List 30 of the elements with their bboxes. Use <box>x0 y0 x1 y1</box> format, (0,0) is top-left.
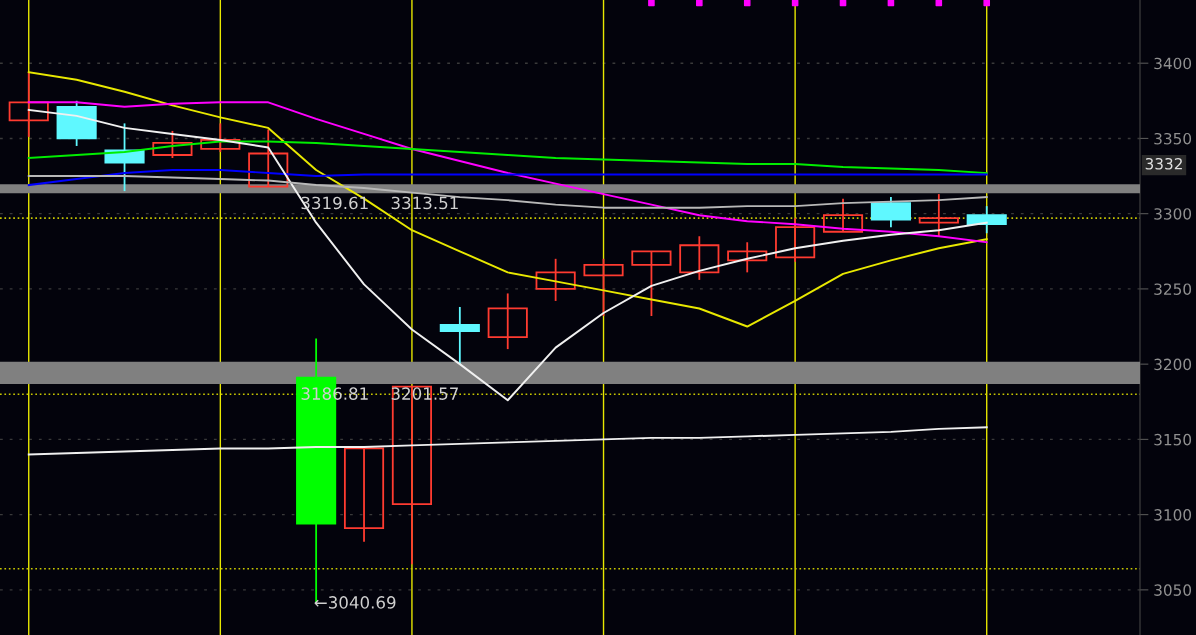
candlestick <box>439 306 480 366</box>
y-tick-label: 3050 <box>1154 584 1192 596</box>
line-series <box>27 108 988 402</box>
line-series <box>27 101 988 244</box>
candlestick <box>775 217 816 263</box>
y-tick-label: 3150 <box>1154 433 1192 446</box>
candlestick <box>343 447 385 543</box>
candlestick <box>727 241 768 274</box>
y-tick-label: 3250 <box>1154 283 1192 295</box>
y-tick-label: 3200 <box>1154 358 1192 371</box>
candlestick <box>679 235 720 281</box>
candlestick <box>248 128 289 188</box>
candlestick <box>152 130 193 159</box>
candlestick <box>822 197 864 233</box>
line-series <box>27 175 988 209</box>
candlestick <box>918 193 959 238</box>
candlestick <box>583 257 624 317</box>
text: 3332 <box>1145 157 1182 170</box>
line-series <box>27 169 988 187</box>
y-tick-label: 3350 <box>1154 132 1192 145</box>
y-tick-label: 3300 <box>1154 208 1192 220</box>
line-series <box>27 426 988 456</box>
y-tick-label: 3400 <box>1154 57 1192 70</box>
candlestick <box>631 250 672 317</box>
candlestick <box>200 122 241 153</box>
candlestick <box>487 292 528 351</box>
y-tick-label: 3100 <box>1154 509 1192 521</box>
line-series <box>27 140 988 175</box>
annotation: ←3040.69 <box>314 596 396 609</box>
candlestick <box>535 257 576 302</box>
